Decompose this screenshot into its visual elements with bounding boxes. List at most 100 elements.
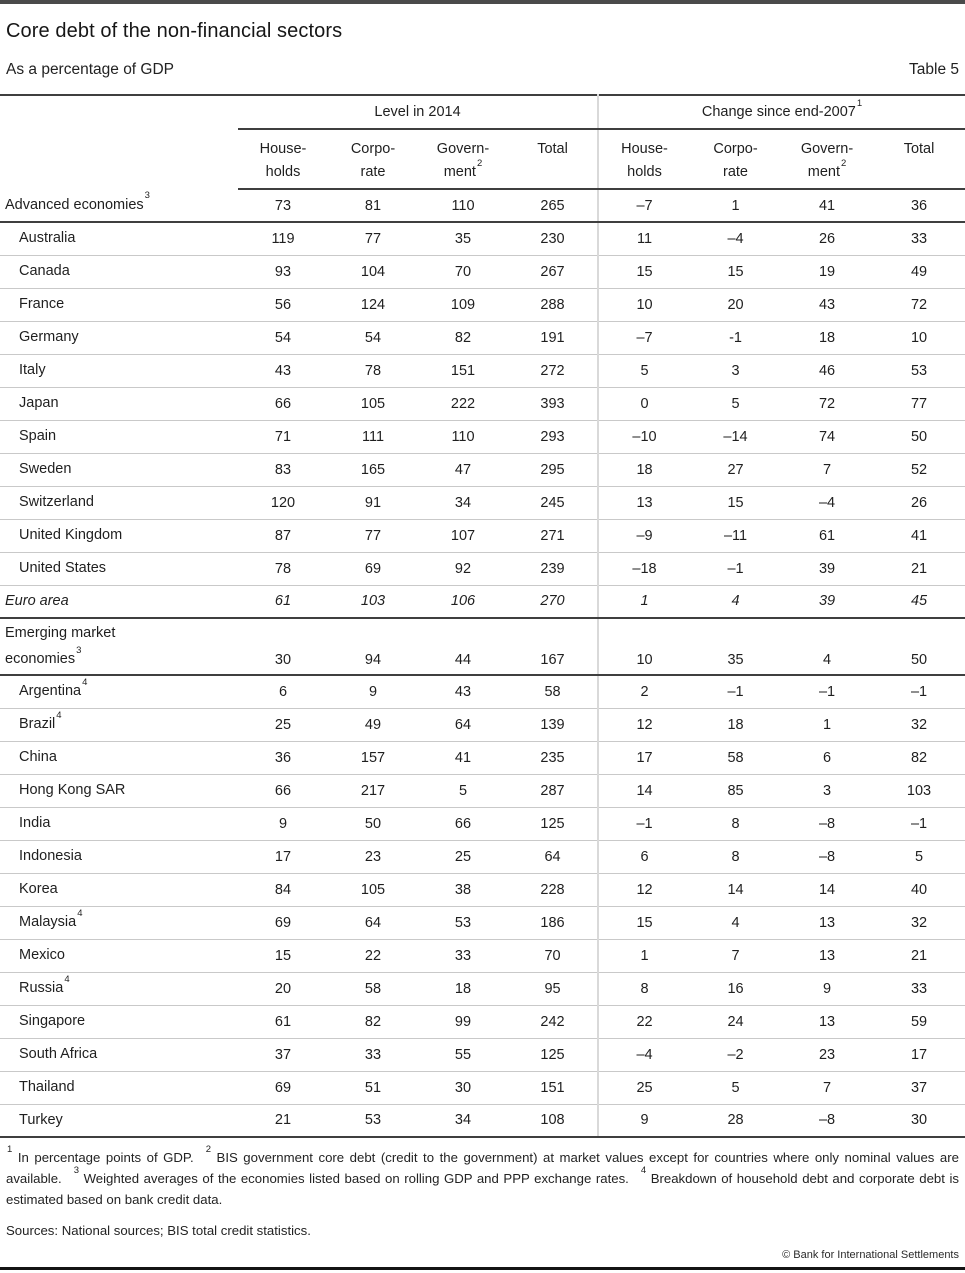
subtitle-row: As a percentage of GDP Table 5 — [6, 61, 959, 79]
value-cell: 54 — [328, 321, 418, 355]
value-cell: 239 — [508, 552, 599, 586]
value-cell: 64 — [508, 840, 599, 874]
table-row: Advanced economies3 73 81 110 265 –7 1 41 36 — [0, 189, 965, 223]
value-cell: 59 — [873, 1005, 965, 1039]
row-label: Malaysia4 — [0, 906, 238, 940]
value-cell: 295 — [508, 453, 599, 487]
footnote: 3 Weighted averages of the economies lis… — [73, 1165, 629, 1186]
value-cell: 228 — [508, 873, 599, 907]
value-cell: 13 — [597, 486, 691, 520]
value-cell: 265 — [508, 189, 599, 223]
value-cell: 43 — [238, 354, 328, 388]
value-cell: 17 — [597, 741, 691, 775]
value-cell: 2 — [597, 675, 691, 709]
row-label: Singapore — [0, 1005, 238, 1039]
value-cell: 9 — [781, 972, 874, 1006]
row-label: Indonesia — [0, 840, 238, 874]
table-row: Emerging market economies3 30 94 44 167 10 35 4 5… — [0, 618, 965, 676]
row-label: Germany — [0, 321, 238, 355]
value-cell: 103 — [873, 774, 965, 808]
value-cell: –4 — [781, 486, 874, 520]
sources-line: Sources: National sources; BIS total cre… — [6, 1223, 311, 1238]
value-cell: 69 — [238, 1071, 328, 1105]
value-cell: 14 — [781, 873, 874, 907]
value-cell: 9 — [238, 807, 328, 841]
value-cell: 78 — [328, 354, 418, 388]
value-cell: 44 — [418, 618, 508, 676]
value-cell: 35 — [418, 222, 508, 256]
value-cell: 58 — [690, 741, 782, 775]
value-cell: 33 — [873, 972, 965, 1006]
row-label: Korea — [0, 873, 238, 907]
value-cell: 37 — [238, 1038, 328, 1072]
row-label: Spain — [0, 420, 238, 454]
row-label: Turkey — [0, 1104, 238, 1138]
value-cell: 10 — [597, 288, 691, 322]
value-cell: 17 — [873, 1038, 965, 1072]
table-body: Advanced economies3 73 81 110 265 –7 1 41 36 Aust… — [0, 189, 965, 1138]
value-cell: 15 — [238, 939, 328, 973]
value-cell: 52 — [873, 453, 965, 487]
value-cell: 1 — [781, 708, 874, 742]
value-cell: 4 — [690, 906, 782, 940]
value-cell: –10 — [597, 420, 691, 454]
row-label: United Kingdom — [0, 519, 238, 553]
value-cell: 25 — [418, 840, 508, 874]
bottom-rule — [0, 1267, 965, 1270]
table-row: China 36 157 41 235 17 58 6 82 — [0, 741, 965, 775]
value-cell: –1 — [690, 552, 782, 586]
value-cell: 69 — [328, 552, 418, 586]
row-label: Thailand — [0, 1071, 238, 1105]
table-row: Japan 66 105 222 393 0 5 72 77 — [0, 387, 965, 421]
value-cell: 30 — [418, 1071, 508, 1105]
value-cell: 64 — [328, 906, 418, 940]
value-cell: 50 — [873, 420, 965, 454]
value-cell: 55 — [418, 1038, 508, 1072]
value-cell: –4 — [690, 222, 782, 256]
value-cell: –11 — [690, 519, 782, 553]
table-row: Canada 93 104 70 267 15 15 19 49 — [0, 255, 965, 289]
row-label: Japan — [0, 387, 238, 421]
value-cell: 105 — [328, 387, 418, 421]
table-row: Brazil4 25 49 64 139 12 18 1 32 — [0, 708, 965, 742]
value-cell: 242 — [508, 1005, 599, 1039]
value-cell: 82 — [328, 1005, 418, 1039]
value-cell: 61 — [238, 1005, 328, 1039]
value-cell: 71 — [238, 420, 328, 454]
value-cell: 7 — [781, 453, 874, 487]
table-row: South Africa 37 33 55 125 –4 –2 23 17 — [0, 1038, 965, 1072]
value-cell: 41 — [781, 189, 874, 223]
value-cell: 9 — [328, 675, 418, 709]
value-cell: 119 — [238, 222, 328, 256]
value-cell: 77 — [328, 222, 418, 256]
table-row: Euro area 61 103 106 270 1 4 39 45 — [0, 585, 965, 619]
value-cell: 12 — [597, 708, 691, 742]
value-cell: 5 — [873, 840, 965, 874]
value-cell: 64 — [418, 708, 508, 742]
value-cell: 6 — [781, 741, 874, 775]
table-row: Spain 71 111 110 293 –10 –14 74 50 — [0, 420, 965, 454]
column-header: Govern-ment2 — [781, 129, 874, 190]
value-cell: 39 — [781, 585, 874, 619]
column-header: Total — [508, 129, 599, 190]
value-cell: 104 — [328, 255, 418, 289]
value-cell: 393 — [508, 387, 599, 421]
value-cell: 245 — [508, 486, 599, 520]
column-header: Corpo-rate — [690, 129, 782, 190]
table-row: United Kingdom 87 77 107 271 –9 –11 61 41 — [0, 519, 965, 553]
value-cell: 124 — [328, 288, 418, 322]
value-cell: 7 — [690, 939, 782, 973]
table-row: Russia4 20 58 18 95 8 16 9 33 — [0, 972, 965, 1006]
value-cell: 72 — [873, 288, 965, 322]
table-header: Level in 2014 Change since end-20071 Hou… — [0, 95, 965, 190]
value-cell: 20 — [690, 288, 782, 322]
value-cell: 10 — [873, 321, 965, 355]
column-group-row: Level in 2014 Change since end-20071 — [0, 95, 965, 130]
top-rule — [0, 0, 965, 4]
value-cell: 151 — [418, 354, 508, 388]
table-row: Korea 84 105 38 228 12 14 14 40 — [0, 873, 965, 907]
value-cell: 270 — [508, 585, 599, 619]
value-cell: 37 — [873, 1071, 965, 1105]
value-cell: –1 — [873, 675, 965, 709]
value-cell: 1 — [597, 939, 691, 973]
